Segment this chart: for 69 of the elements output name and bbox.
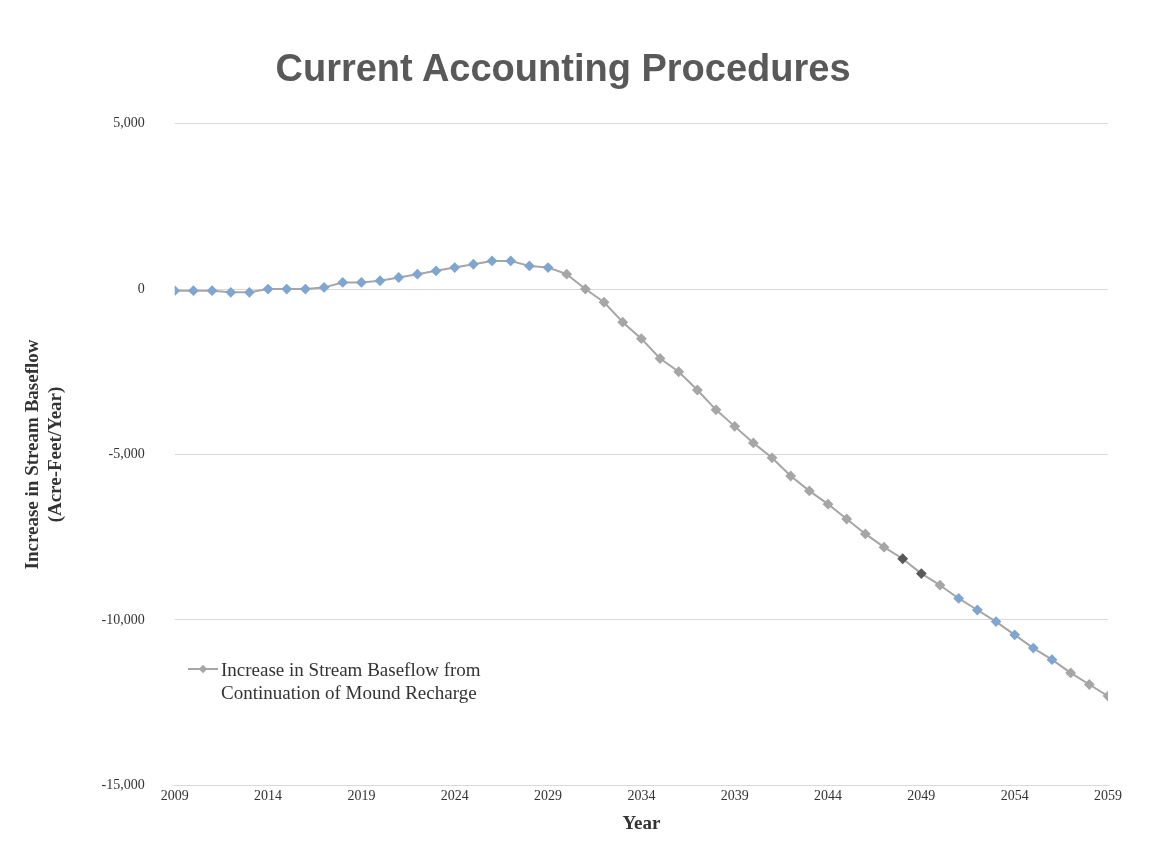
point	[393, 272, 404, 283]
x-tick-label: 2009	[160, 788, 189, 804]
point	[207, 285, 218, 296]
x-axis-title: Year	[622, 811, 661, 833]
point	[767, 452, 778, 463]
point	[655, 353, 666, 364]
point	[617, 317, 628, 328]
point	[599, 297, 610, 308]
point	[543, 262, 554, 273]
point	[972, 605, 983, 616]
point	[524, 260, 535, 271]
point	[823, 499, 834, 510]
point	[711, 404, 722, 415]
x-tick-label: 2039	[720, 788, 749, 804]
y-tick-label: -15,000	[101, 777, 145, 793]
point	[412, 269, 423, 280]
point	[748, 437, 759, 448]
x-tick-label: 2029	[534, 788, 563, 804]
point	[431, 265, 442, 276]
point	[935, 580, 946, 591]
point	[561, 269, 572, 280]
point	[449, 262, 460, 273]
point	[225, 287, 236, 298]
x-tick-label: 2049	[907, 788, 936, 804]
point	[1047, 654, 1058, 665]
point	[673, 366, 684, 377]
y-tick-label: 5,000	[113, 115, 145, 131]
point	[953, 593, 964, 604]
point	[337, 277, 348, 288]
point	[1065, 667, 1076, 678]
point	[991, 616, 1002, 627]
y-axis-title: Increase in Stream Baseflow (Acre-Feet/Year)	[21, 339, 67, 570]
point	[636, 333, 647, 344]
chart-title: Current Accounting Procedures	[275, 47, 851, 90]
point	[897, 553, 908, 564]
x-tick-label: 2014	[254, 788, 283, 804]
x-tick-label: 2044	[814, 788, 843, 804]
point	[505, 255, 516, 266]
point	[729, 421, 740, 432]
x-tick-label: 2059	[1094, 788, 1122, 804]
point	[356, 277, 367, 288]
point	[375, 275, 386, 286]
x-tick-label: 2024	[440, 788, 469, 804]
point	[916, 568, 927, 579]
y-tick-label: -10,000	[101, 611, 145, 627]
point	[300, 284, 311, 295]
legend-label: Increase in Stream Baseflow from Continuation of Mound Recharge	[221, 658, 482, 704]
point	[468, 259, 479, 270]
point	[1009, 629, 1020, 640]
x-tick-label: 2019	[347, 788, 376, 804]
point	[1028, 643, 1039, 654]
y-tick-label: 0	[137, 280, 145, 296]
point	[804, 485, 815, 496]
point	[281, 284, 292, 295]
point	[580, 284, 591, 295]
point	[841, 514, 852, 525]
point	[263, 284, 274, 295]
point	[692, 384, 703, 395]
point	[879, 542, 890, 553]
point	[1084, 679, 1095, 690]
point	[860, 528, 871, 539]
x-tick-label: 2034	[627, 788, 656, 804]
point	[785, 471, 796, 482]
y-tick-label: -5,000	[108, 446, 145, 462]
point	[244, 287, 255, 298]
x-tick-label: 2054	[1000, 788, 1029, 804]
point	[487, 255, 498, 266]
point	[319, 282, 330, 293]
point	[188, 285, 199, 296]
